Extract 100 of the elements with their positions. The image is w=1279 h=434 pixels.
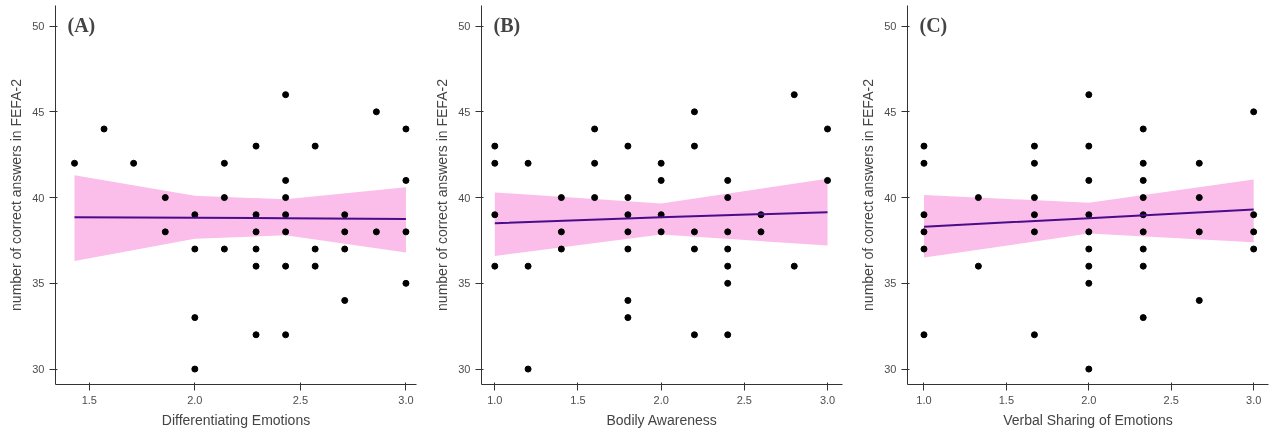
point (491, 159, 499, 167)
x-tick-label: 2.0 (653, 393, 669, 406)
chart-title: (C) (919, 13, 948, 37)
point (161, 228, 169, 236)
point (220, 245, 228, 253)
point (1139, 176, 1147, 184)
point (657, 159, 665, 167)
x-tick-label: 1.0 (487, 393, 503, 406)
point (1139, 245, 1147, 253)
x-tick-label: 3.0 (398, 393, 414, 406)
y-tick-label: 35 (458, 277, 471, 290)
x-tick-label: 3.0 (1246, 393, 1262, 406)
point (557, 194, 565, 202)
point (724, 194, 732, 202)
y-axis-title: number of correct answers in FEFA-2 (434, 78, 451, 311)
point (790, 262, 798, 270)
point (311, 245, 319, 253)
point (974, 194, 982, 202)
point (1030, 194, 1038, 202)
point (311, 262, 319, 270)
x-tick-label: 2.5 (1163, 393, 1179, 406)
point (71, 159, 78, 167)
point (252, 262, 260, 270)
x-tick-label: 1.5 (81, 393, 97, 406)
point (402, 125, 410, 133)
point (191, 211, 199, 219)
y-tick-label: 30 (884, 363, 897, 376)
x-tick-label: 1.0 (916, 393, 932, 406)
point (402, 176, 410, 184)
point (282, 331, 290, 339)
y-tick-label: 45 (32, 105, 45, 118)
point (1085, 245, 1093, 253)
point (690, 245, 698, 253)
point (724, 228, 732, 236)
point (1250, 228, 1258, 236)
point (1139, 194, 1147, 202)
point (757, 228, 765, 236)
point (920, 228, 928, 236)
x-tick-label: 1.5 (570, 393, 586, 406)
point (724, 176, 732, 184)
point (100, 125, 108, 133)
point (372, 108, 380, 116)
point (624, 194, 632, 202)
point (724, 279, 732, 287)
point (1085, 365, 1093, 373)
point (491, 262, 499, 270)
point (1085, 279, 1093, 287)
point (252, 142, 260, 150)
point (624, 314, 632, 322)
point (282, 228, 290, 236)
point (1139, 314, 1147, 322)
x-axis-title: Bodily Awareness (606, 411, 717, 428)
point (402, 228, 410, 236)
point (402, 279, 410, 287)
point (1195, 159, 1203, 167)
point (252, 245, 260, 253)
y-tick-label: 50 (458, 20, 471, 33)
point (920, 211, 928, 219)
point (191, 314, 199, 322)
point (1085, 176, 1093, 184)
point (161, 194, 169, 202)
point (824, 125, 832, 133)
point (1085, 228, 1093, 236)
point (724, 245, 732, 253)
y-tick-label: 40 (458, 191, 471, 204)
chart-title: (B) (493, 13, 521, 37)
y-tick-label: 45 (884, 105, 897, 118)
point (524, 365, 532, 373)
point (1250, 108, 1258, 116)
point (252, 331, 260, 339)
point (690, 108, 698, 116)
x-tick-label: 2.0 (187, 393, 203, 406)
point (1085, 91, 1093, 99)
point (1085, 142, 1093, 150)
point (1139, 228, 1147, 236)
point (524, 262, 532, 270)
x-axis-title: Verbal Sharing of Emotions (1003, 411, 1173, 428)
point (790, 91, 798, 99)
point (524, 159, 532, 167)
point (341, 296, 349, 304)
x-tick-label: 1.5 (998, 393, 1015, 406)
point (690, 142, 698, 150)
point (920, 245, 928, 253)
point (591, 159, 599, 167)
point (1030, 211, 1038, 219)
point (1139, 159, 1147, 167)
y-axis-title: number of correct answers in FEFA-2 (8, 78, 25, 311)
point (220, 159, 228, 167)
point (341, 228, 349, 236)
point (491, 211, 499, 219)
point (1085, 262, 1093, 270)
x-tick-label: 2.0 (1081, 393, 1097, 406)
point (220, 194, 228, 202)
x-axis-title: Differentiating Emotions (161, 411, 311, 428)
point (974, 262, 982, 270)
point (1030, 142, 1038, 150)
point (282, 194, 290, 202)
y-tick-label: 45 (458, 105, 471, 118)
point (824, 176, 832, 184)
point (341, 211, 349, 219)
